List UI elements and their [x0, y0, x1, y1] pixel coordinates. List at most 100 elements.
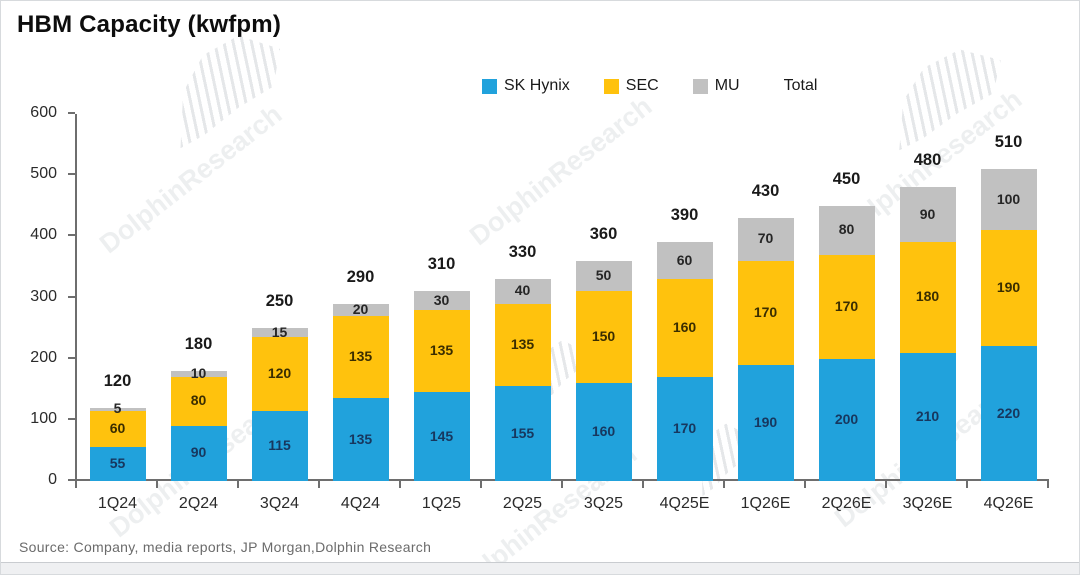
- bar-segment-sk-hynix: 190: [737, 364, 794, 481]
- x-tick-mark: [723, 481, 725, 488]
- segment-value-label: 155: [510, 424, 535, 441]
- total-value-label: 120: [103, 371, 132, 390]
- x-tick-mark: [642, 481, 644, 488]
- y-axis-tick-label: 0: [48, 471, 57, 488]
- x-tick-mark: [804, 481, 806, 488]
- total-value-label: 250: [265, 292, 294, 311]
- segment-value-label: 30: [433, 291, 450, 308]
- bar-segment-mu: 10: [170, 365, 227, 381]
- segment-value-label: 115: [268, 436, 291, 453]
- total-value-label: 450: [832, 169, 861, 188]
- bar-segment-sk-hynix: 160: [575, 383, 632, 481]
- x-axis-tick-label: 2Q25: [502, 495, 543, 512]
- x-axis-tick-label: 2Q26E: [821, 495, 872, 512]
- y-axis-tick-label: 100: [30, 409, 57, 427]
- bar-segment-sec: 160: [656, 279, 713, 377]
- x-axis-tick-label: 3Q24: [259, 495, 300, 512]
- legend-swatch: [692, 78, 708, 94]
- segment-value-label: 150: [591, 328, 616, 345]
- bar-segment-sk-hynix: 55: [89, 447, 146, 481]
- bar-segment-mu: 30: [413, 291, 470, 310]
- segment-value-label: 160: [672, 319, 697, 336]
- x-axis-tick-label: 1Q26E: [740, 495, 791, 512]
- total-value-label: 330: [508, 243, 537, 262]
- segment-value-label: 135: [348, 430, 373, 447]
- segment-value-label: 190: [996, 279, 1021, 296]
- bar-segment-sk-hynix: 135: [332, 398, 389, 481]
- bar-segment-sk-hynix: 90: [170, 425, 227, 481]
- bar-segment-sec: 135: [413, 309, 470, 393]
- bar-segment-mu: 80: [818, 205, 875, 255]
- x-axis-tick-label: 4Q24: [340, 495, 381, 512]
- bar-segment-sec: 170: [818, 254, 875, 359]
- chart-title: HBM Capacity (kwfpm): [17, 11, 282, 38]
- bar-segment-sec: 170: [737, 260, 794, 365]
- segment-value-label: 90: [190, 444, 207, 461]
- y-axis-tick-label: 600: [30, 104, 57, 121]
- x-tick-mark: [480, 481, 482, 488]
- bar-segment-sk-hynix: 210: [899, 352, 956, 481]
- segment-value-label: 60: [676, 251, 693, 268]
- segment-value-label: 70: [757, 230, 774, 247]
- x-tick-mark: [885, 481, 887, 488]
- bar-segment-mu: 90: [899, 187, 956, 243]
- bar-segment-sk-hynix: 170: [656, 377, 713, 481]
- x-tick-mark: [318, 481, 320, 488]
- legend-label: SEC: [625, 77, 659, 94]
- segment-value-label: 50: [595, 267, 612, 284]
- bar-segment-sk-hynix: 155: [494, 386, 551, 481]
- bar-segment-sk-hynix: 200: [818, 358, 875, 481]
- legend-item-sk-hynix: SK Hynix: [482, 77, 570, 95]
- y-axis-line: [75, 114, 77, 481]
- bar-segment-sec: 120: [251, 337, 308, 411]
- x-tick-mark: [561, 481, 563, 488]
- segment-value-label: 120: [267, 364, 292, 381]
- legend-item-total: Total: [784, 77, 818, 95]
- bottom-scrollbar-track: [1, 562, 1079, 574]
- y-tick-mark: [68, 112, 75, 114]
- bar-segment-mu: 5: [89, 400, 146, 416]
- total-value-label: 510: [994, 133, 1023, 152]
- segment-value-label: 145: [429, 427, 454, 444]
- y-axis-tick-label: 300: [30, 287, 57, 305]
- segment-value-label: 200: [834, 410, 859, 427]
- y-tick-mark: [68, 173, 75, 176]
- bar-segment-mu: 40: [494, 279, 551, 304]
- legend-swatch: [603, 78, 619, 94]
- x-tick-mark: [156, 481, 158, 488]
- x-axis-tick-label: 1Q24: [97, 495, 138, 512]
- bar-segment-sec: 80: [170, 377, 227, 426]
- bar-segment-sec: 60: [89, 410, 146, 448]
- bar-segment-sec: 190: [980, 230, 1037, 347]
- bar-segment-mu: 15: [251, 324, 308, 340]
- bar-segment-sk-hynix: 145: [413, 392, 470, 481]
- x-axis-tick-label: 4Q25E: [659, 495, 710, 512]
- segment-value-label: 135: [510, 335, 535, 352]
- y-tick-mark: [68, 356, 75, 359]
- x-axis-line: [75, 479, 1049, 481]
- x-axis-tick-label: 1Q25: [421, 495, 462, 512]
- bar-segment-mu: 20: [332, 301, 389, 317]
- y-axis-tick-label: 500: [30, 165, 57, 183]
- x-tick-mark: [399, 481, 401, 488]
- segment-value-label: 180: [915, 288, 940, 305]
- total-value-label: 390: [670, 206, 699, 225]
- legend-label: Total: [783, 77, 818, 94]
- y-tick-mark: [68, 234, 75, 237]
- legend-label: MU: [714, 77, 740, 94]
- x-axis-tick-label: 2Q24: [178, 495, 219, 512]
- y-axis-tick-label: 400: [30, 226, 57, 244]
- bar-segment-sk-hynix: 220: [980, 346, 1037, 481]
- total-value-label: 290: [346, 267, 375, 286]
- bar-segment-sec: 180: [899, 242, 956, 353]
- total-value-label: 430: [751, 181, 780, 200]
- x-tick-mark: [966, 481, 968, 488]
- segment-value-label: 170: [753, 303, 778, 320]
- bar-segment-sec: 135: [494, 303, 551, 387]
- bar-segment-mu: 50: [575, 260, 632, 292]
- segment-value-label: 190: [753, 413, 778, 430]
- bar-segment-sec: 150: [575, 291, 632, 384]
- segment-value-label: 90: [919, 205, 936, 222]
